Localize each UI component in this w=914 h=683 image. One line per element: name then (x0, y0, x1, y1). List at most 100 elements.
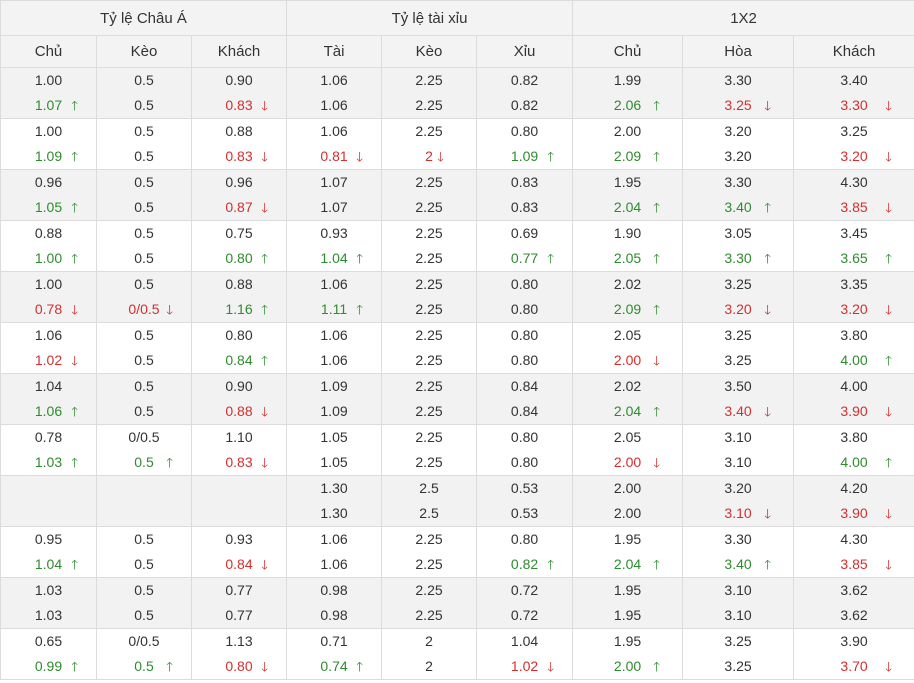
opening-value: 2.25 (415, 582, 443, 598)
opening-value: 3.45 (840, 225, 868, 241)
odds-cell-content: 0.65 0.99 🡑 (1, 629, 96, 679)
opening-value: 2.02 (613, 276, 642, 292)
current-odds: 1.06 (287, 348, 381, 373)
odds-cell-content: 3.05 3.30 🡑 (683, 221, 793, 271)
odds-cell-1x2-draw: 3.25 3.25 (682, 322, 795, 374)
opening-odds: 0.84 (477, 374, 572, 399)
odds-cell-content: 0.78 1.03 🡑 (1, 425, 96, 475)
opening-odds: 2.5 (382, 476, 476, 501)
current-value: 0.82 (510, 97, 539, 113)
current-value: 1.02 (510, 658, 539, 674)
odds-cell-content: 3.62 3.62 (794, 578, 914, 628)
current-odds: 3.20 (683, 144, 793, 169)
odds-cell-content: 3.10 3.10 (683, 578, 793, 628)
odds-cell-1x2-draw: 3.50 3.40 🡓 (682, 373, 795, 425)
current-odds: 1.05 🡑 (1, 195, 96, 220)
odds-cell-home: 1.00 1.09 🡑 (0, 118, 97, 170)
odds-cell-1x2-home: 1.90 2.05 🡑 (572, 220, 684, 272)
opening-odds: 0.80 (477, 119, 572, 144)
opening-odds: 3.20 (683, 476, 793, 501)
odds-cell-content: 0.69 0.77 🡑 (477, 221, 572, 271)
opening-odds: 0.96 (1, 170, 96, 195)
odds-cell-content: 1.05 1.05 (287, 425, 381, 475)
odds-cell-content: 4.30 3.85 🡓 (794, 527, 914, 577)
odds-cell-1x2-draw: 3.25 3.25 (682, 628, 795, 680)
arrow-up-icon: 🡑 (71, 659, 78, 674)
current-odds: 0/0.5 🡓 (97, 297, 191, 322)
opening-value: 0.5 (134, 327, 154, 343)
col-header-line: Kèo (381, 35, 478, 68)
opening-value: 0.5 (134, 174, 154, 190)
opening-value: 1.95 (613, 633, 642, 649)
opening-odds: 3.10 (683, 425, 793, 450)
current-value: 2.05 (613, 250, 642, 266)
odds-cell-line: 2.5 2.5 (381, 475, 478, 527)
current-value: 1.09 (510, 148, 539, 164)
odds-cell-content: 2.25 2.25 (382, 425, 476, 475)
opening-odds: 1.06 (287, 323, 381, 348)
opening-value: 2.05 (613, 429, 642, 445)
odds-cell-content: 4.20 3.90 🡓 (794, 476, 914, 526)
arrow-down-icon: 🡓 (885, 302, 893, 317)
odds-cell-1x2-away: 3.80 4.00 🡑 (793, 322, 914, 374)
current-odds: 3.40 🡓 (683, 399, 793, 424)
current-odds: 1.05 (287, 450, 381, 475)
opening-value: 2.00 (613, 480, 642, 496)
current-value: 0.5 (134, 97, 154, 113)
current-value: 3.70 (840, 658, 868, 674)
current-odds: 3.20 🡓 (683, 297, 793, 322)
current-odds: 1.06 (287, 93, 381, 118)
current-odds: 0.99 🡑 (1, 654, 96, 679)
opening-odds: 0.93 (192, 527, 286, 552)
opening-odds: 3.05 (683, 221, 793, 246)
opening-value: 2.00 (613, 123, 642, 139)
current-odds: 3.20 🡓 (794, 297, 914, 322)
current-value: 0.5 (134, 556, 154, 572)
opening-value: 0.71 (320, 633, 348, 649)
opening-odds: 2.25 (382, 170, 476, 195)
current-value: 0.80 (510, 301, 539, 317)
current-odds: 0.77 (192, 603, 286, 628)
arrow-up-icon: 🡑 (261, 251, 269, 266)
current-odds: 2.25 (382, 195, 476, 220)
opening-value: 2.5 (419, 480, 439, 496)
current-value: 1.95 (613, 607, 642, 623)
odds-cell-content: 0.75 0.80 🡑 (192, 221, 286, 271)
current-odds: 0.5 (97, 399, 191, 424)
current-value: 1.06 (34, 403, 63, 419)
odds-cell-1x2-home: 2.02 2.09 🡑 (572, 271, 684, 323)
odds-cell-handicap: 0.5 0.5 (96, 322, 192, 374)
opening-odds: 2.05 (573, 323, 682, 348)
odds-cell-content: 2.00 2.00 (573, 476, 682, 526)
arrow-down-icon: 🡓 (261, 659, 269, 674)
opening-odds: 0.65 (1, 629, 96, 654)
current-odds: 0.81 🡓 (287, 144, 381, 169)
opening-value: 0.82 (510, 72, 539, 88)
odds-cell-under: 0.82 0.82 (476, 67, 574, 119)
current-value: 1.03 (34, 454, 63, 470)
odds-cell-over: 0.71 0.74 🡑 (286, 628, 383, 680)
arrow-up-icon: 🡑 (356, 659, 364, 674)
current-odds: 3.10 (683, 450, 793, 475)
opening-odds: 1.95 (573, 578, 682, 603)
odds-cell-home (0, 475, 97, 527)
odds-cell-handicap: 0.5 0/0.5 🡓 (96, 271, 192, 323)
odds-cell-content: 0/0.5 0.5 🡑 (97, 629, 191, 679)
odds-cell-content: 3.25 3.25 (683, 629, 793, 679)
opening-value: 3.25 (724, 327, 752, 343)
odds-cell-content: 0.80 0.80 (477, 272, 572, 322)
current-value: 3.25 (724, 658, 752, 674)
opening-value: 0.88 (225, 123, 253, 139)
current-value: 0.78 (34, 301, 63, 317)
table-row: 0.95 1.04 🡑 0.5 0.5 0.93 0.84 🡓 1.06 1.06 2.25 2.25… (0, 526, 914, 578)
current-value: 0.5 (134, 658, 154, 674)
arrow-up-icon: 🡑 (356, 251, 364, 266)
odds-cell-over: 1.06 1.06 (286, 67, 383, 119)
odds-cell-over: 1.06 1.06 (286, 526, 383, 578)
opening-value: 1.00 (34, 72, 63, 88)
current-odds: 0.77 🡑 (477, 246, 572, 271)
odds-cell-content: 0.80 0.84 🡑 (192, 323, 286, 373)
opening-value: 0.80 (510, 123, 539, 139)
odds-cell-content: 1.06 1.11 🡑 (287, 272, 381, 322)
arrow-up-icon: 🡑 (71, 200, 78, 215)
